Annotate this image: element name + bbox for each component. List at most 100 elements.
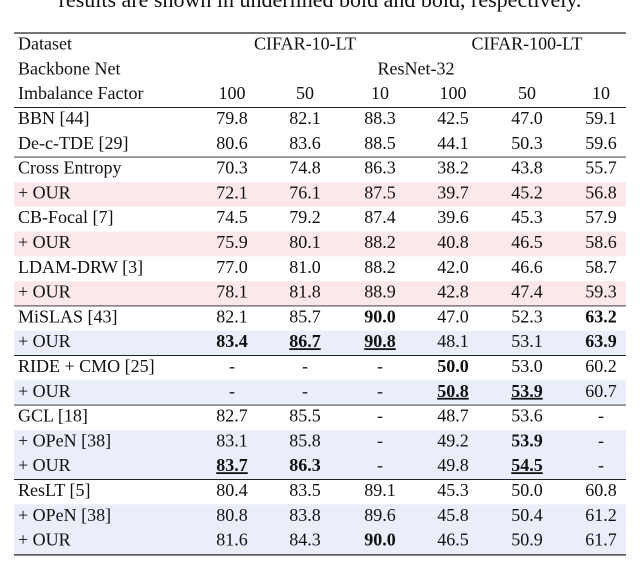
result-cell: 84.3 [289,530,321,550]
result-cell: 47.0 [437,306,469,326]
method-name: + OUR [18,381,71,401]
result-cell: 42.5 [437,108,469,128]
factor-header: 100 [440,83,467,103]
row-shade [14,454,626,480]
header-label: Backbone Net [18,58,120,78]
row-shade [14,380,626,406]
result-cell: 50.0 [511,480,543,500]
result-cell: 80.1 [289,232,321,252]
result-cell: 39.7 [437,182,469,202]
row-shade [14,181,626,207]
result-cell: 83.1 [216,430,248,450]
result-cell: 85.8 [289,430,321,450]
result-cell: 49.8 [437,455,469,475]
result-cell: 86.3 [364,158,396,178]
result-cell: 87.4 [364,207,396,227]
result-cell: - [598,455,604,475]
row-shade [14,281,626,306]
result-cell: 59.6 [585,133,617,153]
result-cell: 42.8 [437,282,469,302]
factor-header: 10 [371,83,389,103]
result-cell: 88.9 [364,282,396,302]
group-header: CIFAR-10-LT [254,34,356,54]
result-cell: - [302,381,308,401]
factor-header: 100 [219,83,246,103]
result-cell: 63.2 [585,306,617,326]
result-cell: 61.7 [585,530,617,550]
factor-header: 50 [296,83,314,103]
row-shade [14,231,626,257]
factor-header: 50 [518,83,536,103]
result-cell: 59.1 [585,108,617,128]
group-header: CIFAR-100-LT [471,34,582,54]
method-name: + OUR [18,282,71,302]
result-cell: - [377,430,383,450]
result-cell: 72.1 [216,182,248,202]
result-cell: 53.1 [511,331,543,351]
result-cell: 87.5 [364,182,396,202]
result-cell: 63.9 [585,331,617,351]
result-cell: - [302,356,308,376]
result-cell: 39.6 [437,207,469,227]
result-cell: 44.1 [437,133,469,153]
result-cell: 88.5 [364,133,396,153]
method-name: CB-Focal [7] [18,207,113,227]
result-cell: 77.0 [216,257,248,277]
result-cell: 82.1 [289,108,321,128]
row-shade [14,529,626,554]
method-name: De-c-TDE [29] [18,133,128,153]
result-cell: 58.6 [585,232,617,252]
result-cell: 48.1 [437,331,469,351]
method-name: MiSLAS [43] [18,306,118,326]
result-cell: 80.4 [216,480,248,500]
result-cell: 82.7 [216,406,248,426]
result-cell: 75.9 [216,232,248,252]
result-cell: 50.4 [511,505,543,525]
result-cell: 82.1 [216,306,248,326]
result-cell: 45.2 [511,182,543,202]
result-cell: 79.2 [289,207,321,227]
result-cell: 46.5 [437,530,469,550]
method-name: RIDE + CMO [25] [18,356,155,376]
result-cell: 86.3 [289,455,321,475]
result-cell: 42.0 [437,257,469,277]
result-cell: 53.9 [511,430,543,450]
method-name: LDAM-DRW [3] [18,257,143,277]
result-cell: 79.8 [216,108,248,128]
result-cell: 60.2 [585,356,617,376]
result-cell: 50.3 [511,133,543,153]
result-cell: 52.3 [511,306,543,326]
result-cell: 83.4 [216,331,248,351]
result-cell: - [229,356,235,376]
result-cell: 53.0 [511,356,543,376]
method-name: BBN [44] [18,108,90,128]
result-cell: 49.2 [437,430,469,450]
result-cell: - [377,381,383,401]
method-name: + OUR [18,331,71,351]
result-cell: 53.6 [511,406,543,426]
result-cell: 74.5 [216,207,248,227]
result-cell: 89.6 [364,505,396,525]
result-cell: 47.4 [511,282,543,302]
row-shade [14,330,626,356]
method-name: + OUR [18,232,71,252]
result-cell: 90.0 [364,530,396,550]
result-cell: 54.5 [511,455,543,475]
result-cell: 90.0 [364,306,396,326]
result-cell: 88.2 [364,257,396,277]
caption-fragment: results are shown in underlined bold and… [59,0,582,12]
result-cell: 76.1 [289,182,321,202]
result-cell: 80.6 [216,133,248,153]
result-cell: 45.3 [511,207,543,227]
method-name: GCL [18] [18,406,88,426]
result-cell: - [598,430,604,450]
result-cell: 88.2 [364,232,396,252]
result-cell: 45.3 [437,480,469,500]
result-cell: 46.5 [511,232,543,252]
result-cell: 90.8 [364,331,396,351]
method-name: + OUR [18,455,71,475]
result-cell: 85.7 [289,306,321,326]
result-cell: 85.5 [289,406,321,426]
result-cell: 45.8 [437,505,469,525]
